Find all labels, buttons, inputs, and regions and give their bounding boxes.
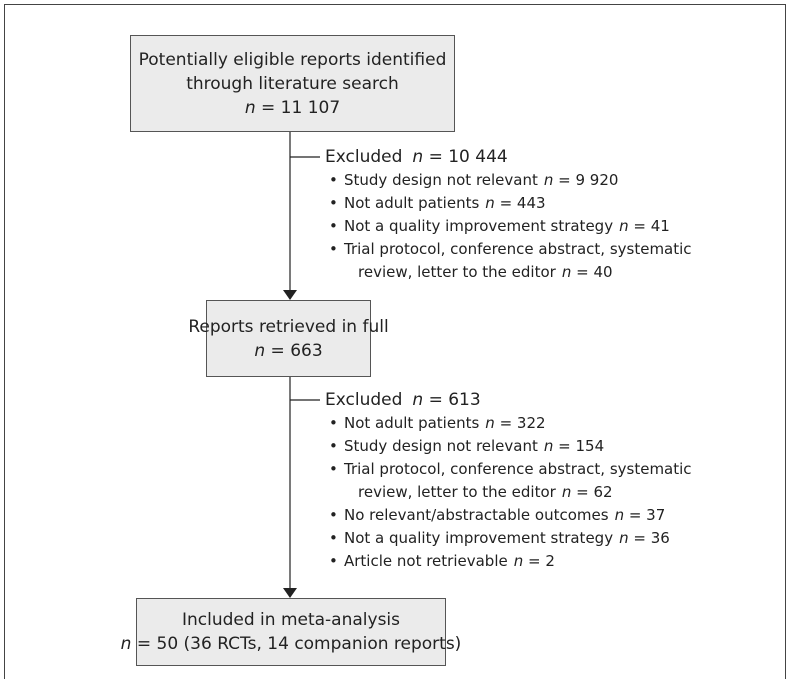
exclusion-item: • Not a quality improvement strategy n = 4… [325, 215, 692, 238]
exclusion-list: Excluded n = 10 444 • Study design not rele… [325, 145, 692, 284]
item-text: Trial protocol, conference abstract, sys… [344, 460, 692, 478]
flow-box: Potentially eligible reports identified t… [130, 35, 455, 132]
item-count: n = 40 [561, 263, 613, 281]
exclusion-item: • Trial protocol, conference abstract, sy… [325, 458, 692, 481]
item-count: n = 62 [561, 483, 613, 501]
exclusion-item: review, letter to the editor n = 62 [325, 481, 692, 504]
exclusion-item: review, letter to the editor n = 40 [325, 261, 692, 284]
exclusion-item: • Study design not relevant n = 9 920 [325, 169, 692, 192]
box-text: n = 50 (36 RCTs, 14 companion reports) [120, 634, 462, 654]
item-text: review, letter to the editor [358, 483, 556, 501]
item-text: Not a quality improvement strategy [344, 217, 614, 235]
item-text: Article not retrievable [344, 552, 508, 570]
item-text: Not adult patients [344, 194, 480, 212]
item-text: Trial protocol, conference abstract, sys… [344, 240, 692, 258]
heading-count: n = 10 444 [412, 147, 508, 167]
heading-text: Excluded [325, 390, 403, 410]
bullet: • [329, 460, 338, 478]
exclusion-heading: Excluded n = 613 [325, 388, 692, 412]
item-text: review, letter to the editor [358, 263, 556, 281]
bullet: • [329, 414, 338, 432]
exclusion-item: • Not a quality improvement strategy n = 3… [325, 527, 692, 550]
exclusion-item: • Not adult patients n = 322 [325, 412, 692, 435]
flow-box: Reports retrieved in full n = 663 [188, 300, 389, 377]
bullet: • [329, 240, 338, 258]
bullet: • [329, 171, 338, 189]
bullet: • [329, 217, 338, 235]
heading-text: Excluded [325, 147, 403, 167]
item-text: Not a quality improvement strategy [344, 529, 614, 547]
item-count: n = 9 920 [543, 171, 619, 189]
exclusion-item: • No relevant/abstractable outcomes n = 37 [325, 504, 692, 527]
bullet: • [329, 437, 338, 455]
exclusion-list: Excluded n = 613 • Not adult patients n = 32… [325, 388, 692, 573]
box-text: through literature search [186, 73, 399, 94]
exclusion-heading: Excluded n = 10 444 [325, 145, 692, 169]
box-text: Potentially eligible reports identified [138, 49, 447, 70]
bullet: • [329, 552, 338, 570]
item-count: n = 154 [543, 437, 605, 455]
item-text: No relevant/abstractable outcomes [344, 506, 609, 524]
box-text: Reports retrieved in full [188, 316, 389, 337]
bullet: • [329, 506, 338, 524]
item-text: Study design not relevant [344, 437, 538, 455]
exclusion-item: • Study design not relevant n = 154 [325, 435, 692, 458]
bullet: • [329, 194, 338, 212]
item-count: n = 2 [513, 552, 555, 570]
item-count: n = 322 [485, 414, 546, 432]
item-count: n = 41 [619, 217, 670, 235]
flow-box: Included in meta-analysis n = 50 (36 RCTs… [121, 598, 461, 666]
exclusion-item: • Not adult patients n = 443 [325, 192, 692, 215]
item-text: Not adult patients [344, 414, 480, 432]
item-count: n = 36 [619, 529, 670, 547]
bullet: • [329, 529, 338, 547]
box-text: n = 663 [254, 340, 323, 361]
exclusion-item: • Article not retrievable n = 2 [325, 550, 692, 573]
frame [4, 4, 786, 679]
exclusion-item: • Trial protocol, conference abstract, sy… [325, 238, 692, 261]
box-text: n = 11 107 [244, 97, 341, 118]
item-text: Study design not relevant [344, 171, 538, 189]
heading-count: n = 613 [412, 390, 481, 410]
item-count: n = 443 [485, 194, 546, 212]
box-text: Included in meta-analysis [181, 610, 401, 630]
item-count: n = 37 [614, 506, 666, 524]
